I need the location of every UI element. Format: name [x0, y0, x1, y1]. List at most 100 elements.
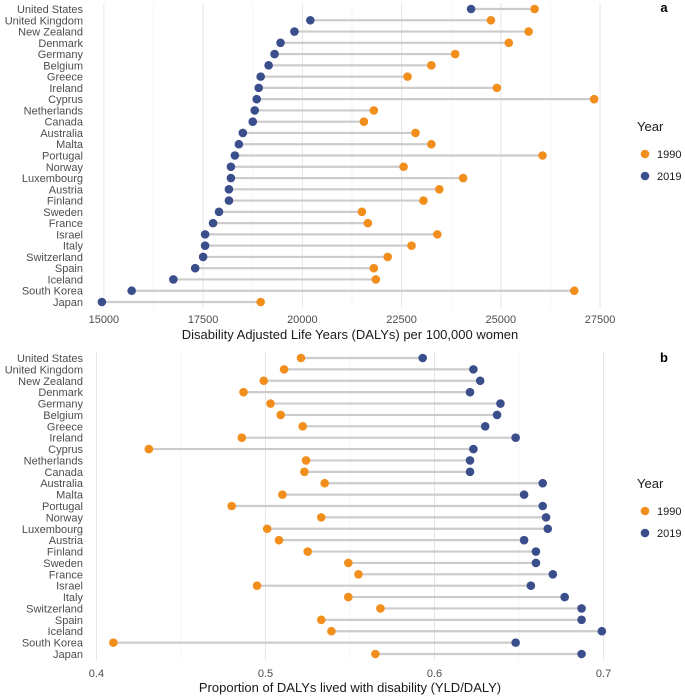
point-1990-a-greece: [403, 72, 412, 81]
point-1990-b-sweden: [344, 558, 353, 568]
point-1990-b-united-states: [296, 353, 306, 363]
point-1990-b-iceland: [327, 626, 336, 636]
point-1990-a-new-zealand: [524, 27, 533, 36]
point-2019-b-australia: [538, 478, 547, 488]
point-2019-b-japan: [577, 649, 586, 659]
country-label-a-cyprus: Cyprus: [48, 94, 83, 106]
point-2019-b-israel: [526, 581, 536, 590]
point-2019-a-portugal: [230, 151, 240, 160]
point-1990-b-canada: [300, 467, 309, 477]
country-label-a-denmark: Denmark: [38, 38, 83, 50]
point-1990-b-netherlands: [301, 456, 311, 465]
point-2019-a-netherlands: [250, 106, 260, 115]
point-2019-b-france: [548, 570, 558, 579]
country-label-b-austria: Austria: [49, 535, 84, 547]
country-label-b-sweden: Sweden: [43, 558, 83, 570]
country-label-a-switzerland: Switzerland: [26, 252, 83, 264]
point-2019-a-denmark: [276, 38, 285, 48]
point-1990-b-finland: [303, 547, 313, 556]
x-tick-label-a-3: 22500: [386, 314, 417, 326]
point-1990-a-japan: [256, 297, 265, 307]
point-1990-b-austria: [274, 535, 284, 545]
country-label-a-spain: Spain: [55, 263, 83, 275]
point-2019-b-portugal: [538, 501, 547, 511]
point-2019-b-italy: [560, 592, 569, 602]
point-1990-b-switzerland: [376, 604, 385, 613]
country-label-b-denmark: Denmark: [38, 387, 83, 399]
country-label-a-ireland: Ireland: [49, 83, 83, 95]
point-2019-b-switzerland: [577, 604, 586, 613]
point-1990-b-portugal: [227, 501, 236, 511]
x-axis-label-a: Disability Adjusted Life Years (DALYs) p…: [182, 327, 519, 342]
country-label-b-netherlands: Netherlands: [24, 455, 84, 467]
country-label-b-finland: Finland: [47, 547, 83, 559]
country-label-a-united-states: United States: [17, 4, 84, 16]
legend-swatch-2019-a: [640, 171, 650, 181]
point-1990-a-united-states: [530, 4, 539, 14]
point-1990-a-australia: [411, 128, 420, 138]
country-label-b-iceland: Iceland: [48, 626, 83, 638]
point-2019-b-ireland: [511, 433, 520, 442]
point-2019-a-austria: [224, 185, 234, 194]
point-1990-a-switzerland: [383, 252, 393, 262]
point-1990-a-malta: [427, 139, 436, 149]
point-1990-b-united-kingdom: [279, 365, 289, 374]
country-label-b-united-kingdom: United Kingdom: [5, 364, 83, 376]
country-label-a-netherlands: Netherlands: [24, 105, 84, 117]
point-1990-a-france: [363, 218, 373, 228]
point-2019-b-greece: [480, 422, 490, 431]
point-1990-b-israel: [252, 581, 262, 590]
point-1990-b-japan: [371, 649, 380, 659]
x-tick-label-a-2: 20000: [287, 314, 318, 326]
point-2019-a-belgium: [264, 61, 273, 70]
x-tick-label-b-1: 0.5: [258, 668, 273, 680]
x-tick-label-a-1: 17500: [188, 314, 219, 326]
point-1990-b-italy: [344, 592, 353, 602]
country-label-a-greece: Greece: [47, 72, 83, 84]
point-2019-a-iceland: [169, 275, 178, 284]
country-label-a-italy: Italy: [63, 241, 84, 253]
point-1990-a-sweden: [357, 207, 367, 217]
legend-label-1990-b: 1990: [657, 506, 681, 518]
point-2019-a-malta: [234, 139, 244, 149]
point-2019-b-finland: [531, 547, 541, 556]
country-label-a-iceland: Iceland: [48, 274, 83, 286]
x-tick-label-a-4: 25000: [486, 314, 517, 326]
point-2019-a-ireland: [254, 83, 263, 93]
point-2019-a-luxembourg: [226, 173, 236, 183]
point-2019-b-canada: [465, 467, 475, 477]
country-label-a-south-korea: South Korea: [22, 286, 84, 298]
country-label-b-cyprus: Cyprus: [48, 444, 83, 456]
country-label-a-sweden: Sweden: [43, 207, 83, 219]
panel-tag-b: b: [660, 350, 668, 365]
country-label-b-norway: Norway: [46, 512, 84, 524]
country-label-a-france: France: [49, 218, 83, 230]
point-1990-b-france: [354, 570, 363, 579]
country-label-b-south-korea: South Korea: [22, 638, 84, 650]
country-label-b-new-zealand: New Zealand: [18, 376, 83, 388]
point-2019-a-italy: [200, 241, 210, 250]
x-tick-label-b-2: 0.6: [427, 668, 442, 680]
country-label-b-luxembourg: Luxembourg: [22, 524, 83, 536]
point-1990-a-ireland: [492, 83, 502, 93]
country-label-a-finland: Finland: [47, 196, 83, 208]
point-1990-b-norway: [316, 513, 326, 522]
country-label-b-israel: Israel: [56, 581, 83, 593]
point-1990-a-belgium: [427, 61, 436, 70]
legend-swatch-2019-b: [640, 528, 650, 538]
point-2019-b-denmark: [465, 387, 475, 397]
country-label-a-australia: Australia: [40, 128, 84, 140]
point-1990-a-norway: [399, 162, 408, 172]
point-2019-a-sweden: [214, 207, 224, 217]
point-1990-a-finland: [419, 196, 428, 205]
point-2019-a-israel: [200, 230, 210, 239]
point-2019-b-new-zealand: [475, 376, 485, 386]
point-1990-a-italy: [407, 241, 416, 250]
point-1990-a-denmark: [504, 38, 514, 48]
point-2019-b-netherlands: [465, 456, 475, 465]
point-2019-a-switzerland: [198, 252, 208, 262]
country-label-a-malta: Malta: [56, 139, 84, 151]
point-1990-b-greece: [298, 422, 307, 431]
country-label-a-portugal: Portugal: [42, 151, 83, 163]
point-2019-a-australia: [238, 128, 248, 138]
